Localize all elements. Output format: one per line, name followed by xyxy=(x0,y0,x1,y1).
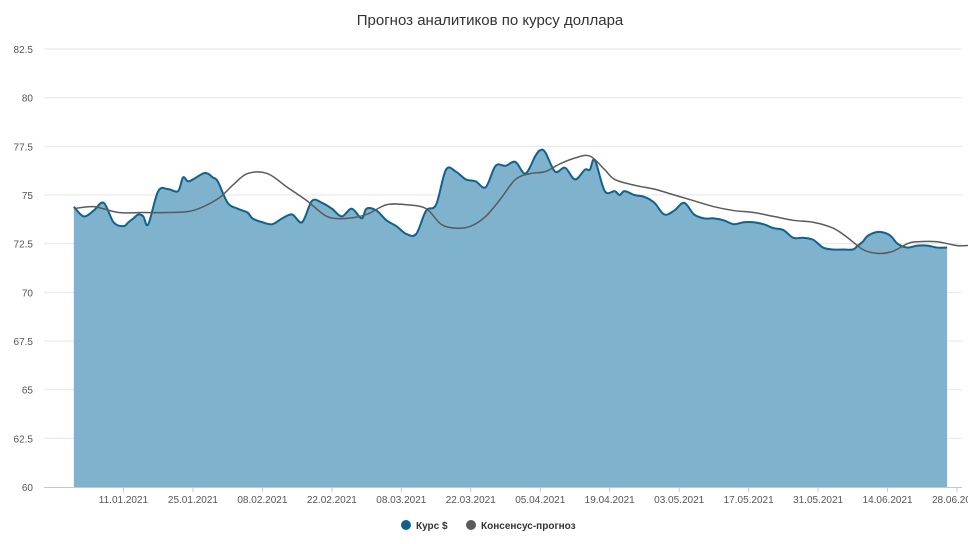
y-tick-label: 82.5 xyxy=(14,45,34,56)
x-tick-label: 08.03.2021 xyxy=(376,495,426,506)
legend-label-consensus: Консенсус-прогноз xyxy=(481,521,576,532)
x-tick-label: 11.01.2021 xyxy=(99,495,149,506)
x-tick-label: 31.05.2021 xyxy=(793,495,843,506)
legend-item-consensus[interactable]: Консенсус-прогноз xyxy=(466,520,576,532)
x-axis: 11.01.2021 25.01.2021 08.02.2021 22.02.2021… xyxy=(99,487,968,506)
legend-marker-kurs xyxy=(401,520,411,530)
y-tick-label: 75 xyxy=(22,191,34,202)
y-tick-label: 65 xyxy=(22,386,34,397)
y-tick-label: 67.5 xyxy=(14,337,34,348)
chart-title: Прогноз аналитиков по курсу доллара xyxy=(357,12,624,29)
y-tick-label: 77.5 xyxy=(14,142,34,153)
legend: Курс $ Консенсус-прогноз xyxy=(401,520,576,532)
x-tick-label: 08.02.2021 xyxy=(237,495,287,506)
x-tick-label: 19.04.2021 xyxy=(585,495,635,506)
y-tick-label: 70 xyxy=(22,288,34,299)
y-axis: 82.5 80 77.5 75 72.5 70 67.5 65 62.5 60 xyxy=(14,45,34,494)
legend-item-kurs[interactable]: Курс $ xyxy=(401,520,448,532)
y-tick-label: 80 xyxy=(22,94,34,105)
x-tick-label: 17.05.2021 xyxy=(724,495,774,506)
x-tick-label: 25.01.2021 xyxy=(168,495,218,506)
y-tick-label: 72.5 xyxy=(14,240,34,251)
series-consensus-line[interactable] xyxy=(73,154,968,255)
y-tick-label: 62.5 xyxy=(14,434,34,445)
x-tick-label: 05.04.2021 xyxy=(515,495,565,506)
legend-marker-consensus xyxy=(466,520,476,530)
series-group xyxy=(73,148,968,488)
series-kurs-area xyxy=(73,149,948,488)
x-tick-label: 28.06.2021 xyxy=(932,495,968,506)
x-tick-label: 03.05.2021 xyxy=(654,495,704,506)
x-tick-label: 22.02.2021 xyxy=(307,495,357,506)
x-tick-label: 22.03.2021 xyxy=(446,495,496,506)
series-kurs-line[interactable] xyxy=(73,148,948,251)
x-tick-label: 14.06.2021 xyxy=(863,495,913,506)
legend-label-kurs: Курс $ xyxy=(416,521,448,532)
y-tick-label: 60 xyxy=(22,483,34,494)
